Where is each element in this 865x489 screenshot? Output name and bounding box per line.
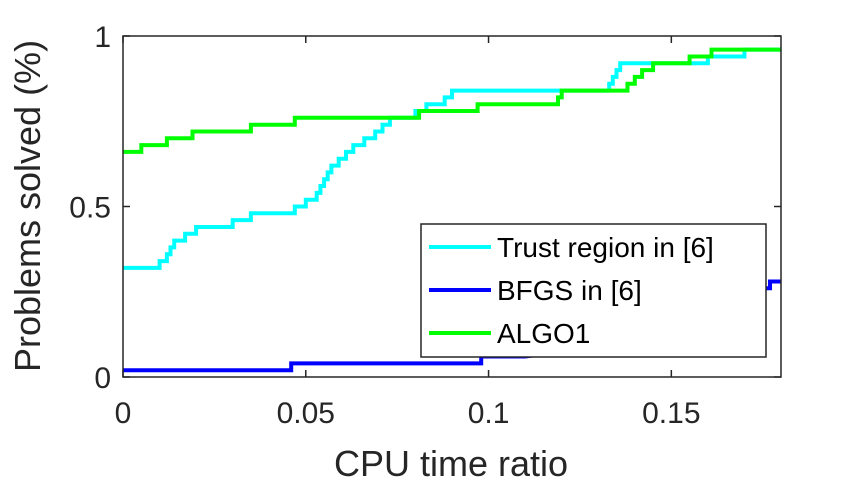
x-tick-label: 0.05 <box>277 397 335 430</box>
x-tick-label: 0.15 <box>642 397 700 430</box>
series-line-3 <box>123 47 781 154</box>
x-tick-label: 0 <box>115 397 132 430</box>
x-tick-label: 0.1 <box>468 397 510 430</box>
y-tick-label: 0.5 <box>69 192 111 225</box>
legend-label-1: Trust region in [6] <box>497 232 714 263</box>
x-axis-label: CPU time ratio <box>334 443 568 484</box>
ticks-layer: 0 0.05 0.1 0.15 0 0.5 1 <box>69 21 781 430</box>
y-tick-label: 1 <box>94 21 111 54</box>
series-line-1 <box>123 47 781 270</box>
y-tick-label: 0 <box>94 362 111 395</box>
legend: Trust region in [6] BFGS in [6] ALGO1 <box>420 223 767 358</box>
legend-label-2: BFGS in [6] <box>497 275 642 306</box>
legend-label-3: ALGO1 <box>497 318 590 349</box>
y-axis-label: Problems solved (%) <box>7 40 48 372</box>
